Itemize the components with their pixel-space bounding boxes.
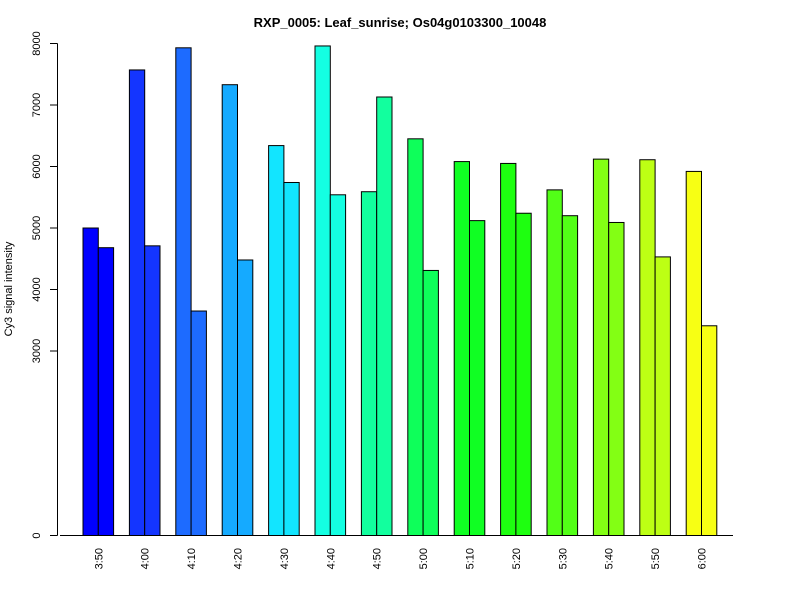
x-tick-label: 5:40 <box>604 548 616 569</box>
x-tick-label: 6:00 <box>697 548 709 569</box>
bar-430-s2 <box>283 181 300 537</box>
y-tick-label: 0 <box>31 532 43 538</box>
bar-500-s1 <box>407 138 424 536</box>
x-tick-label: 4:30 <box>279 548 291 569</box>
bar-400-s2 <box>144 245 161 537</box>
y-tick-label: 7000 <box>31 93 43 117</box>
y-tick-label: 5000 <box>31 216 43 240</box>
bar-600-s2 <box>701 325 718 536</box>
bar-540-s2 <box>608 221 625 536</box>
bar-510-s2 <box>469 220 486 536</box>
x-tick-label: 5:10 <box>465 548 477 569</box>
bar-430-s1 <box>268 145 285 536</box>
x-tick-label: 4:50 <box>372 548 384 569</box>
y-axis: 0 3000 4000 5000 6000 7000 8000 <box>31 31 58 539</box>
bar-450-s1 <box>360 191 378 536</box>
x-tick-label: 4:10 <box>186 548 198 569</box>
bar-550-s1 <box>639 159 656 536</box>
bar-600-s1 <box>685 170 703 536</box>
y-tick-label: 6000 <box>31 154 43 178</box>
y-tick-label: 3000 <box>31 339 43 363</box>
bar-440-s2 <box>329 194 347 536</box>
bar-530-s1 <box>546 189 563 536</box>
x-tick-label: 5:50 <box>650 548 662 569</box>
bar-420-s2 <box>237 259 254 536</box>
chart-title: RXP_0005: Leaf_sunrise; Os04g0103300_100… <box>254 15 547 30</box>
x-tick-label: 4:40 <box>325 548 337 569</box>
bar-400-s1 <box>128 69 146 536</box>
x-tick-label: 5:20 <box>511 548 523 569</box>
bar-550-s2 <box>654 256 671 536</box>
bar-450-s2 <box>376 96 393 536</box>
y-tick-label: 8000 <box>31 31 43 55</box>
bar-520-s1 <box>500 162 517 536</box>
bar-500-s2 <box>422 269 439 536</box>
x-tick-label: 5:30 <box>557 548 569 569</box>
x-axis: 3:50 4:00 4:10 4:20 4:30 4:40 4:50 5:00 5:10 5:20… <box>60 535 733 569</box>
bars-group <box>82 45 718 537</box>
x-tick-label: 5:00 <box>418 548 430 569</box>
x-tick-label: 3:50 <box>93 548 105 569</box>
bar-350-s2 <box>97 247 115 536</box>
y-axis-label: Cy3 signal intensity <box>3 241 15 336</box>
bar-410-s1 <box>175 47 192 537</box>
bar-410-s2 <box>190 310 207 536</box>
x-tick-label: 4:20 <box>233 548 245 569</box>
bar-420-s1 <box>221 84 238 536</box>
x-tick-label: 4:00 <box>140 548 152 569</box>
bar-440-s1 <box>314 45 331 537</box>
bar-350-s1 <box>82 227 99 536</box>
bar-540-s1 <box>592 158 610 536</box>
y-tick-label: 4000 <box>31 277 43 301</box>
bar-520-s2 <box>515 212 532 537</box>
bar-530-s2 <box>561 215 579 536</box>
bar-510-s1 <box>453 161 471 537</box>
